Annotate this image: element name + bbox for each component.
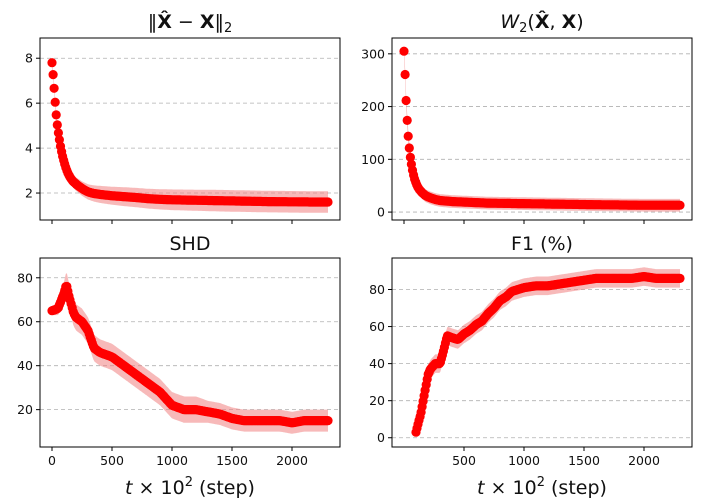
y-tick-label: 6	[25, 96, 33, 111]
data-point	[323, 416, 333, 426]
y-tick-label: 8	[25, 51, 33, 66]
y-tick-label: 60	[17, 314, 33, 329]
x-tick-label: 500	[452, 453, 476, 468]
data-point	[675, 273, 685, 283]
y-tick-label: 100	[361, 152, 385, 167]
plot-frame	[391, 37, 693, 221]
data-point	[405, 152, 415, 162]
data-point	[403, 131, 413, 141]
y-tick-label: 0	[377, 430, 385, 445]
plot-frame	[391, 257, 693, 448]
data-markers	[47, 281, 333, 428]
panel-title-f1: F1 (%)	[511, 233, 573, 255]
data-point	[49, 83, 59, 93]
plot-frame	[39, 37, 341, 221]
data-markers	[47, 58, 333, 207]
panel-title-shd: SHD	[170, 233, 211, 255]
panel-reconstruction-error: ‖X̂ − X‖2 2 4 6 8	[25, 11, 341, 224]
x-tick-label: 2000	[276, 453, 308, 468]
y-tick-label: 60	[369, 319, 385, 334]
data-point	[51, 110, 61, 120]
panel-title-reconstruction-error: ‖X̂ − X‖2	[148, 11, 233, 36]
plot-frame	[39, 257, 341, 448]
x-tick-label: 1000	[156, 453, 188, 468]
y-tick-label: 80	[17, 270, 33, 285]
x-tick-label: 1000	[508, 453, 540, 468]
x-tick-label: 500	[100, 453, 124, 468]
x-tick-label: 1500	[216, 453, 248, 468]
data-markers	[399, 46, 685, 210]
y-tick-label: 300	[361, 46, 385, 61]
y-tick-label: 40	[369, 356, 385, 371]
data-point	[402, 115, 412, 125]
data-point	[400, 69, 410, 80]
data-point	[47, 58, 57, 68]
y-tick-label: 80	[369, 282, 385, 297]
panel-wasserstein: W2(X̂, X) 0 100 200 300	[361, 11, 693, 224]
data-point	[50, 97, 60, 107]
data-point	[323, 197, 333, 207]
data-point	[675, 200, 685, 210]
x-tick-label: 1500	[568, 453, 600, 468]
y-tick-label: 40	[17, 358, 33, 373]
confidence-band	[416, 267, 680, 436]
x-tick-label: 0	[48, 453, 56, 468]
y-tick-label: 20	[17, 402, 33, 417]
data-point	[53, 128, 64, 138]
data-markers	[411, 272, 685, 437]
y-tick-label: 2	[25, 186, 33, 201]
x-axis-label-shd: t × 102 (step)	[125, 475, 255, 499]
data-point	[52, 120, 62, 130]
panel-f1: F1 (%) t × 102 (step) 0 20 40 60 80 500 1000 15…	[369, 233, 693, 499]
x-axis-label-f1: t × 102 (step)	[477, 475, 607, 499]
data-point	[404, 143, 414, 153]
y-tick-label: 20	[369, 393, 385, 408]
panel-shd: SHD t × 102 (step) 20 40 60 80 0 500 1000 1500 2…	[17, 233, 341, 499]
y-tick-label: 4	[25, 141, 33, 156]
y-tick-label: 200	[361, 99, 385, 114]
data-point	[401, 95, 411, 106]
confidence-band	[404, 45, 680, 212]
x-tick-label: 2000	[628, 453, 660, 468]
data-point	[48, 70, 58, 80]
data-point	[399, 46, 409, 56]
y-tick-label: 0	[377, 205, 385, 220]
panel-title-wasserstein: W2(X̂, X)	[500, 11, 583, 36]
